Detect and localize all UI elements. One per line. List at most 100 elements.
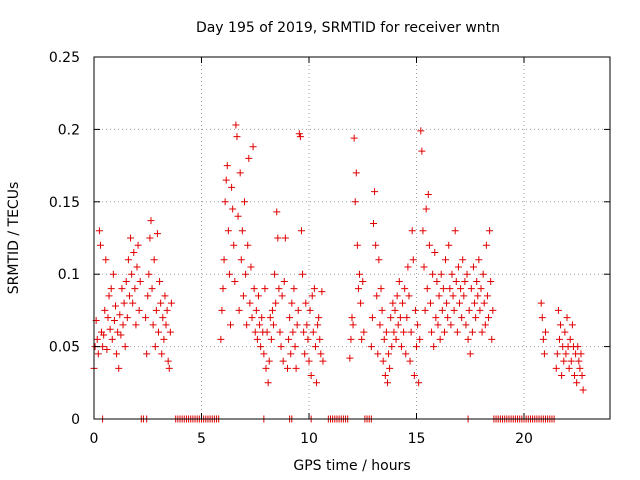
data-point	[295, 130, 303, 138]
data-point	[125, 292, 133, 300]
data-point	[450, 306, 458, 314]
data-point	[310, 285, 318, 293]
data-point	[443, 299, 451, 307]
data-point	[566, 335, 574, 343]
data-point	[382, 328, 390, 336]
data-point	[393, 292, 401, 300]
data-point	[561, 328, 569, 336]
data-point	[112, 302, 119, 310]
data-point	[481, 321, 489, 329]
data-point	[150, 256, 158, 264]
data-point	[142, 314, 150, 322]
data-point	[479, 270, 487, 278]
data-point	[151, 343, 159, 351]
data-point	[538, 314, 546, 322]
data-point	[576, 364, 584, 372]
data-point	[383, 379, 391, 387]
data-point	[221, 198, 229, 206]
data-point	[579, 386, 587, 394]
data-point	[101, 306, 109, 314]
data-point	[110, 317, 118, 325]
data-point	[578, 372, 586, 380]
data-point	[419, 227, 427, 235]
data-point	[405, 292, 413, 300]
data-point	[575, 357, 583, 365]
data-point	[146, 234, 154, 242]
data-point	[406, 357, 414, 365]
data-point	[577, 350, 585, 358]
data-point	[574, 343, 582, 351]
data-point	[375, 256, 383, 264]
data-point	[428, 328, 436, 336]
data-point	[367, 343, 375, 351]
data-point	[489, 306, 497, 314]
data-point	[374, 350, 382, 358]
data-point	[149, 321, 157, 329]
data-point	[268, 306, 276, 314]
data-point	[396, 314, 404, 322]
data-point	[132, 321, 140, 329]
data-point	[568, 321, 576, 329]
data-point	[163, 306, 171, 314]
data-point	[313, 379, 321, 387]
data-point	[446, 285, 454, 293]
y-tick-label: 0.2	[58, 122, 80, 138]
data-point	[279, 357, 287, 365]
data-point	[135, 306, 143, 314]
data-point	[422, 205, 430, 213]
data-point	[95, 227, 103, 235]
data-point	[370, 220, 377, 228]
data-point	[472, 314, 480, 322]
data-point	[435, 292, 443, 300]
data-point	[118, 285, 126, 293]
data-point	[557, 321, 565, 329]
data-point	[250, 285, 258, 293]
data-point	[421, 306, 429, 314]
data-point	[311, 343, 319, 351]
data-point	[267, 335, 275, 343]
data-point	[431, 248, 439, 256]
data-point	[463, 270, 471, 278]
data-point	[303, 321, 311, 329]
data-point	[380, 335, 388, 343]
data-point	[273, 208, 281, 216]
data-point	[471, 299, 479, 307]
data-point	[217, 335, 225, 343]
data-point	[159, 314, 167, 322]
data-point	[346, 354, 354, 362]
x-tick-label: 10	[300, 431, 318, 447]
data-point	[131, 285, 139, 293]
x-tick-label: 5	[197, 431, 206, 447]
data-point	[238, 227, 246, 235]
data-point	[381, 372, 389, 380]
data-point	[223, 162, 231, 170]
data-point	[452, 277, 460, 285]
data-point	[488, 335, 496, 343]
data-point	[388, 343, 396, 351]
data-point	[285, 335, 293, 343]
data-point	[264, 379, 272, 387]
data-point	[230, 241, 238, 249]
data-point	[274, 234, 282, 242]
data-point	[258, 314, 266, 322]
data-point	[108, 335, 116, 343]
data-point	[462, 321, 470, 329]
x-tick-label: 0	[90, 431, 99, 447]
data-point	[162, 321, 170, 329]
data-point	[308, 292, 316, 300]
data-point	[483, 292, 491, 300]
x-tick-label: 15	[408, 431, 426, 447]
data-point	[305, 357, 313, 365]
data-point	[394, 321, 402, 329]
data-point	[315, 314, 323, 322]
data-point	[540, 350, 548, 358]
data-point	[256, 321, 264, 329]
data-point	[348, 314, 356, 322]
data-point	[554, 306, 562, 314]
data-point	[103, 345, 111, 353]
data-point	[433, 277, 441, 285]
data-point	[414, 321, 422, 329]
data-point	[271, 270, 279, 278]
data-point	[228, 183, 236, 191]
data-point	[134, 241, 142, 249]
